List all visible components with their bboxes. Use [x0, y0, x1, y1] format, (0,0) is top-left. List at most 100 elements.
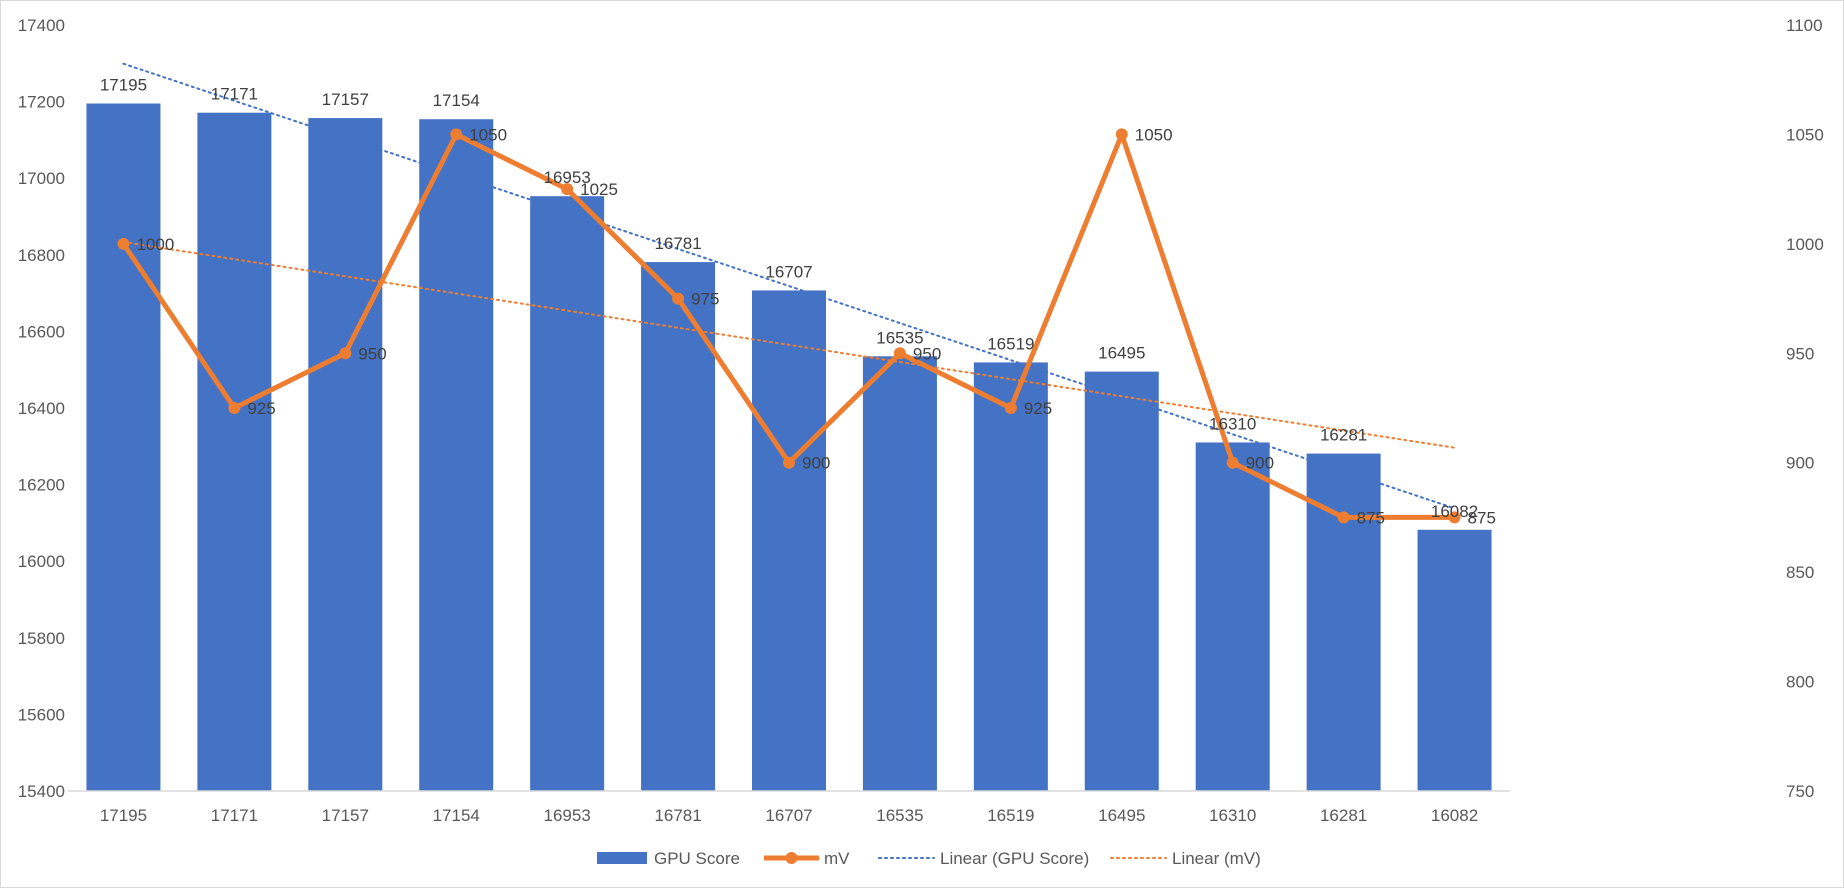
- bar-value-label: 17154: [433, 91, 480, 110]
- y-right-tick-label: 1000: [1786, 235, 1824, 254]
- legend-item: mV: [764, 849, 850, 868]
- y-left-tick-label: 17000: [18, 169, 65, 188]
- y-right-tick-label: 850: [1786, 563, 1814, 582]
- x-tick-label: 16953: [544, 806, 591, 825]
- legend-item: GPU Score: [597, 849, 740, 868]
- x-tick-label: 16781: [654, 806, 701, 825]
- y-left-tick-label: 16400: [18, 399, 65, 418]
- mv-point: [561, 183, 574, 196]
- bar-value-label: 16707: [765, 262, 812, 281]
- mv-point: [1004, 402, 1017, 414]
- x-tick-label: 17195: [100, 806, 147, 825]
- bar-value-label: 17171: [211, 85, 258, 104]
- y-left-tick-label: 16600: [18, 322, 65, 341]
- x-tick-label: 17157: [322, 806, 369, 825]
- y-right-tick-label: 750: [1786, 782, 1814, 801]
- bar-value-label: 17195: [100, 76, 147, 95]
- axes: 15400 15600 15800 16000 16200 16400 16600 16800…: [18, 16, 1824, 825]
- bar-gpu-score: [1417, 529, 1492, 791]
- bar-gpu-score: [1084, 371, 1159, 791]
- y-left-tick-label: 17200: [18, 93, 65, 112]
- legend-swatch-marker: [785, 852, 798, 864]
- mv-value-label: 1050: [1135, 125, 1173, 144]
- legend-item: Linear (GPU Score): [878, 849, 1089, 868]
- bar-gpu-score: [86, 103, 161, 791]
- gpu-score-bars: [86, 103, 1492, 792]
- mv-point: [228, 402, 241, 414]
- data-labels: 17195 17171 17157 17154 16953 16781 16707 16535…: [100, 76, 1496, 528]
- mv-value-label: 900: [802, 454, 830, 473]
- mv-point: [1448, 511, 1461, 524]
- x-tick-label: 17154: [433, 806, 480, 825]
- bar-value-label: 16535: [876, 328, 923, 347]
- bar-value-label: 16495: [1098, 344, 1145, 363]
- legend-label: mV: [824, 849, 850, 868]
- y-right-tick-label: 1100: [1786, 16, 1823, 35]
- mv-line-series: [117, 128, 1461, 524]
- legend-label: Linear (GPU Score): [940, 849, 1089, 868]
- y-left-tick-label: 17400: [18, 16, 65, 35]
- bar-gpu-score: [973, 362, 1048, 791]
- bar-gpu-score: [419, 119, 494, 792]
- bar-value-label: 16953: [544, 168, 591, 187]
- mv-value-label: 925: [1024, 399, 1052, 418]
- mv-value-label: 925: [247, 399, 275, 418]
- x-tick-label: 16281: [1320, 806, 1367, 825]
- bar-gpu-score: [308, 118, 383, 791]
- bar-gpu-score: [862, 356, 937, 791]
- y-left-tick-label: 15400: [18, 782, 65, 801]
- legend-label: GPU Score: [654, 849, 740, 868]
- mv-value-label: 900: [1246, 454, 1274, 473]
- legend-swatch-bar: [597, 852, 647, 864]
- mv-point: [1337, 511, 1350, 524]
- bar-value-label: 16281: [1320, 426, 1367, 445]
- trendlines: [122, 62, 1456, 510]
- bar-gpu-score: [752, 290, 826, 791]
- mv-point: [1115, 128, 1128, 141]
- y-left-tick-label: 16000: [18, 552, 65, 571]
- bar-value-label: 16082: [1431, 502, 1478, 521]
- chart-legend: GPU Score mV Linear (GPU Score) Linear (mV): [597, 849, 1261, 868]
- y-right-tick-label: 900: [1786, 454, 1814, 473]
- legend-item: Linear (mV): [1110, 849, 1261, 868]
- mv-point: [339, 347, 352, 360]
- y-left-tick-label: 15600: [18, 705, 65, 724]
- y-right-tick-label: 950: [1786, 344, 1814, 363]
- x-tick-label: 17171: [211, 806, 258, 825]
- mv-point: [672, 292, 685, 305]
- bar-gpu-score: [641, 262, 716, 792]
- y-left-tick-label: 16800: [18, 246, 65, 265]
- mv-point: [1226, 456, 1239, 469]
- bar-value-label: 17157: [322, 90, 369, 109]
- mv-point: [783, 456, 795, 469]
- bar-gpu-score: [530, 196, 605, 791]
- x-tick-label: 16310: [1209, 806, 1256, 825]
- y-left-tick-label: 15800: [18, 629, 65, 648]
- mv-value-label: 975: [691, 290, 719, 309]
- bar-value-label: 16310: [1209, 414, 1256, 433]
- x-tick-label: 16707: [765, 806, 812, 825]
- bar-value-label: 16781: [654, 234, 701, 253]
- y-left-tick-label: 16200: [18, 476, 65, 495]
- y-right-tick-label: 1050: [1786, 125, 1824, 144]
- bar-gpu-score: [1306, 453, 1381, 791]
- bar-gpu-score: [1195, 442, 1270, 791]
- y-right-tick-label: 800: [1786, 673, 1814, 692]
- mv-point: [450, 128, 463, 141]
- legend-label: Linear (mV): [1172, 849, 1261, 868]
- bar-gpu-score: [197, 112, 272, 791]
- mv-value-label: 875: [1357, 508, 1385, 527]
- x-tick-label: 16082: [1431, 806, 1478, 825]
- x-tick-label: 16535: [876, 806, 923, 825]
- trendline-mv: [122, 241, 1456, 449]
- mv-value-label: 950: [913, 344, 941, 363]
- mv-point: [117, 237, 130, 250]
- x-tick-label: 16519: [987, 806, 1034, 825]
- bar-value-label: 16519: [987, 334, 1034, 353]
- mv-value-label: 875: [1468, 508, 1496, 527]
- mv-value-label: 1025: [580, 180, 618, 199]
- x-tick-label: 16495: [1098, 806, 1145, 825]
- mv-point: [893, 347, 906, 360]
